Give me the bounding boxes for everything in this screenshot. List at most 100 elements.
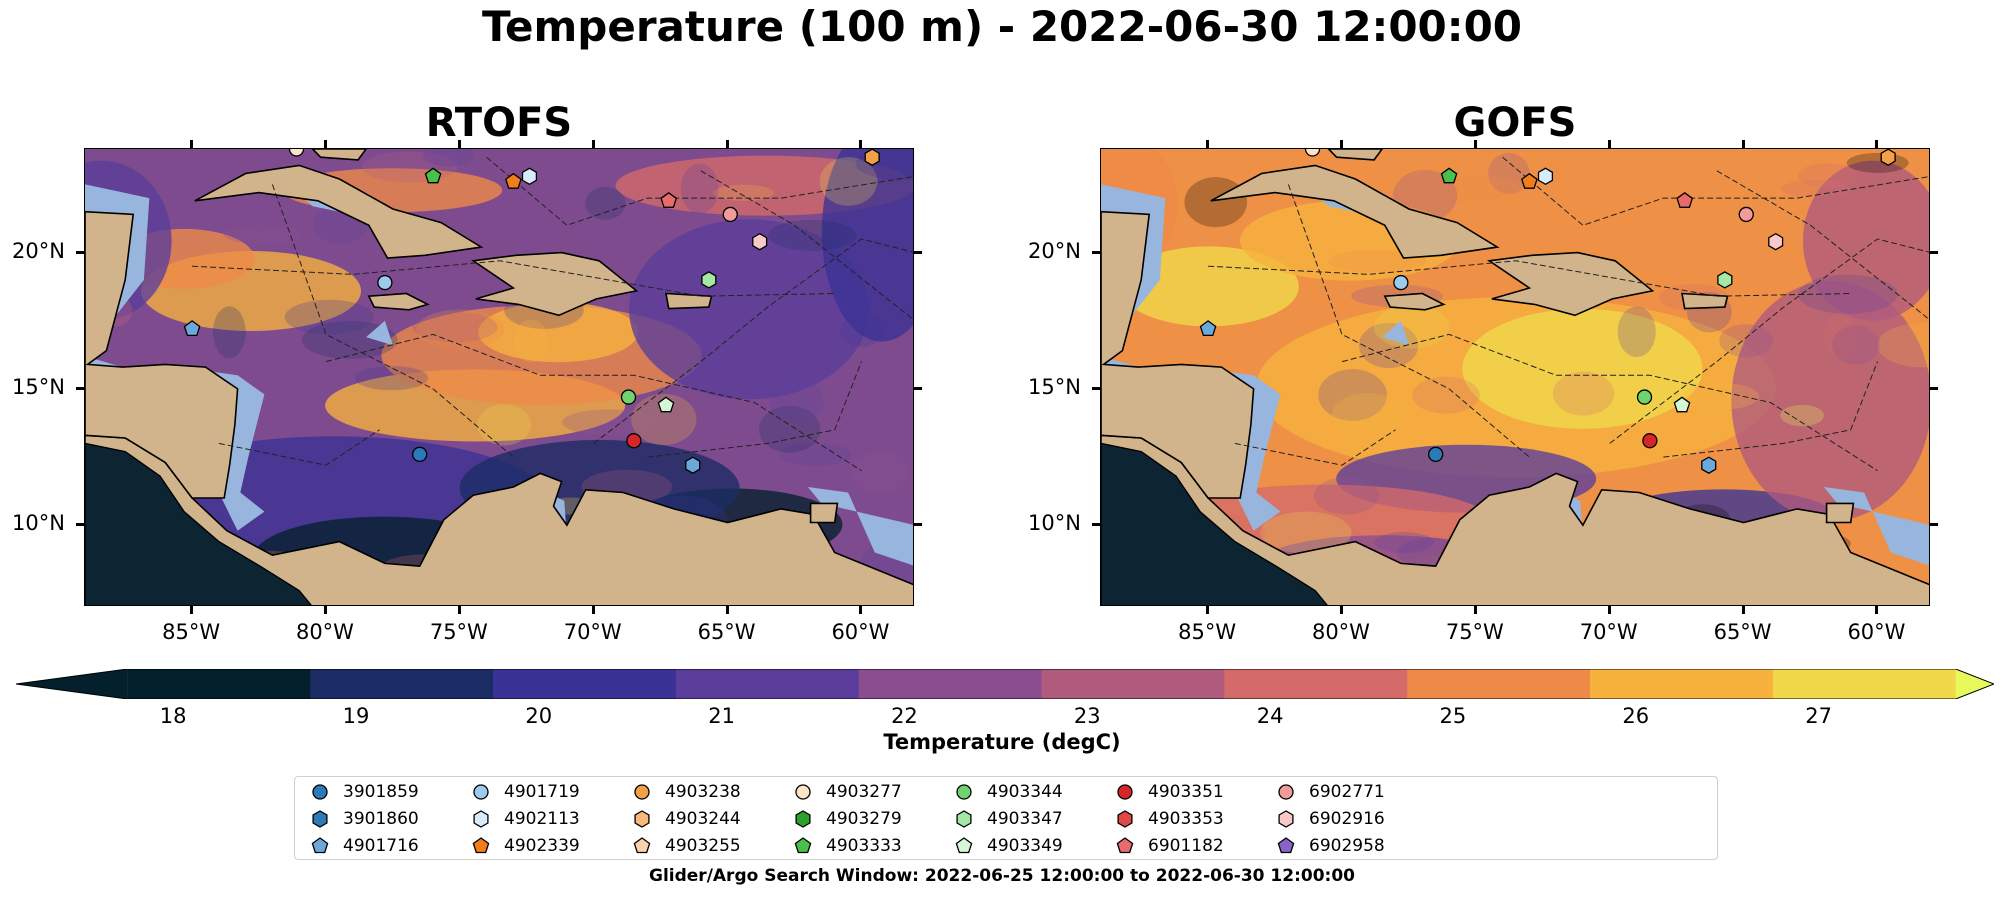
map-gofs[interactable]: [1100, 148, 1930, 606]
legend-marker[interactable]: [473, 810, 489, 828]
float-marker[interactable]: [412, 446, 428, 462]
float-marker[interactable]: [1636, 389, 1653, 405]
legend-item: 6902916: [1275, 808, 1385, 830]
lon-tick-label: 60°W: [1847, 620, 1906, 644]
float-marker[interactable]: [1428, 446, 1444, 462]
float-marker[interactable]: [1738, 206, 1754, 223]
legend-marker[interactable]: [311, 837, 329, 854]
colorbar-tick-label: 24: [1256, 704, 1284, 728]
float-marker[interactable]: [722, 206, 738, 223]
float-marker[interactable]: [1199, 320, 1217, 337]
colorbar-step: [767, 669, 860, 699]
lon-tick-label: 65°W: [697, 620, 756, 644]
legend-marker[interactable]: [473, 784, 489, 800]
legend-marker[interactable]: [1278, 784, 1294, 800]
colorbar-step: [584, 669, 677, 699]
land-mass: [1101, 434, 1929, 605]
legend-marker[interactable]: [1116, 837, 1134, 854]
float-marker[interactable]: [685, 456, 701, 474]
legend-marker[interactable]: [634, 810, 650, 828]
legend-marker[interactable]: [1117, 810, 1133, 828]
hexagon-marker-icon: [312, 810, 328, 828]
float-marker[interactable]: [1768, 232, 1784, 251]
float-marker[interactable]: [424, 167, 442, 184]
colorbar-step: [401, 669, 495, 699]
legend-marker[interactable]: [956, 810, 972, 828]
legend-marker[interactable]: [312, 784, 328, 800]
legend-label: 3901859: [343, 782, 419, 802]
float-marker[interactable]: [1642, 433, 1658, 449]
float-marker[interactable]: [660, 191, 678, 208]
float-marker[interactable]: [626, 433, 642, 449]
eez-boundary: [325, 333, 862, 472]
land-mass: [311, 149, 368, 161]
temperature-patch: [821, 149, 913, 342]
float-marker[interactable]: [1521, 172, 1538, 189]
temperature-patch: [1118, 246, 1299, 327]
eez-boundary: [1234, 429, 1396, 466]
land-mass: [194, 164, 484, 259]
legend-marker[interactable]: [1277, 837, 1295, 854]
legend-label: 4902113: [504, 809, 580, 829]
colorbar-tick-label: 21: [708, 704, 735, 728]
temperature-eddy: [1798, 274, 1898, 314]
float-marker[interactable]: [701, 271, 717, 289]
lon-tick-mark: [591, 140, 595, 148]
colorbar-tick-label: 23: [1073, 704, 1101, 728]
lat-tick-mark: [914, 250, 922, 254]
legend-marker[interactable]: [1117, 784, 1133, 800]
float-marker[interactable]: [1537, 167, 1554, 186]
legend-marker[interactable]: [472, 837, 490, 854]
lon-tick-label: 75°W: [429, 620, 488, 644]
float-marker[interactable]: [1393, 274, 1409, 291]
float-marker[interactable]: [1880, 149, 1896, 166]
map-rtofs[interactable]: [84, 148, 914, 606]
temperature-eddy: [768, 219, 857, 251]
float-marker[interactable]: [288, 148, 305, 157]
legend-label: 4903351: [1148, 782, 1224, 802]
float-marker[interactable]: [1701, 456, 1717, 474]
legend-marker[interactable]: [633, 837, 651, 854]
lon-tick-mark: [323, 606, 327, 614]
lon-tick-mark: [1339, 606, 1343, 614]
temperature-eddy: [758, 405, 821, 453]
temperature-eddy: [354, 365, 429, 391]
lat-tick-mark: [1092, 386, 1100, 390]
legend-label: 6901182: [1148, 836, 1224, 856]
colorbar-step: [675, 669, 769, 699]
legend-item: 4903351: [1114, 781, 1224, 803]
float-marker[interactable]: [864, 149, 880, 166]
float-marker[interactable]: [1717, 271, 1733, 289]
float-marker[interactable]: [1673, 396, 1691, 413]
legend-marker[interactable]: [955, 837, 973, 854]
legend-marker[interactable]: [634, 784, 650, 800]
temperature-eddy: [1798, 163, 1857, 189]
float-marker[interactable]: [1676, 191, 1694, 208]
legend-marker[interactable]: [956, 784, 972, 800]
legend-marker[interactable]: [794, 837, 812, 854]
float-marker[interactable]: [1440, 167, 1458, 184]
legend-label: 6902771: [1309, 782, 1385, 802]
lon-tick-mark: [457, 606, 461, 614]
pentagon-marker-icon: [1277, 837, 1295, 854]
lon-tick-mark: [323, 140, 327, 148]
legend-marker[interactable]: [312, 810, 328, 828]
colorbar-step: [310, 669, 403, 699]
temperature-eddy: [1831, 325, 1880, 365]
lat-tick-mark: [76, 523, 84, 527]
float-marker[interactable]: [505, 172, 522, 189]
lat-tick-mark: [1092, 523, 1100, 527]
temperature-eddy: [1260, 511, 1352, 554]
float-marker[interactable]: [620, 389, 637, 405]
temperature-eddy: [631, 393, 697, 445]
float-marker[interactable]: [521, 167, 538, 186]
legend-marker[interactable]: [1278, 810, 1294, 828]
legend-marker[interactable]: [795, 810, 811, 828]
lon-tick-mark: [859, 140, 863, 148]
float-marker[interactable]: [377, 274, 393, 291]
float-marker[interactable]: [657, 396, 675, 413]
float-marker[interactable]: [752, 232, 768, 251]
float-marker[interactable]: [1304, 148, 1321, 157]
legend-marker[interactable]: [795, 784, 811, 800]
float-marker[interactable]: [183, 320, 201, 337]
